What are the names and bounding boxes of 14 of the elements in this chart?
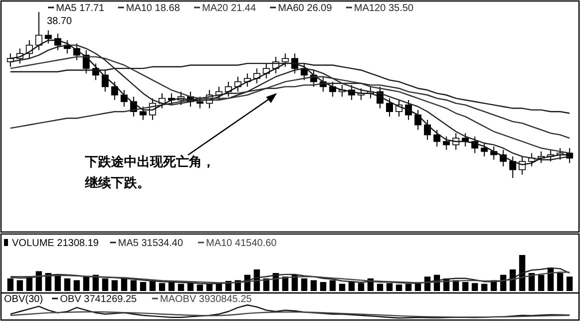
annotation: 下跌途中出现死亡角， <box>84 154 215 169</box>
legend-label: OBV 3741269.25 <box>60 294 138 305</box>
legend-label: MAOBV 3930845.25 <box>160 294 252 305</box>
annotation: 继续下跌。 <box>84 175 150 190</box>
annotation: 38.70 <box>46 16 72 27</box>
legend-label: MA10 18.68 <box>126 3 180 14</box>
legend-label: MA5 17.71 <box>56 3 105 14</box>
legend-label: MA120 35.50 <box>354 3 414 14</box>
chart-title: OBV(30) <box>4 294 43 305</box>
legend-label: MA10 41540.60 <box>206 238 278 249</box>
legend-label: MA5 31534.40 <box>118 238 184 249</box>
legend-label: MA60 26.09 <box>278 3 332 14</box>
legend-label: MA20 21.44 <box>202 3 256 14</box>
legend-label: VOLUME 21308.19 <box>12 238 100 249</box>
